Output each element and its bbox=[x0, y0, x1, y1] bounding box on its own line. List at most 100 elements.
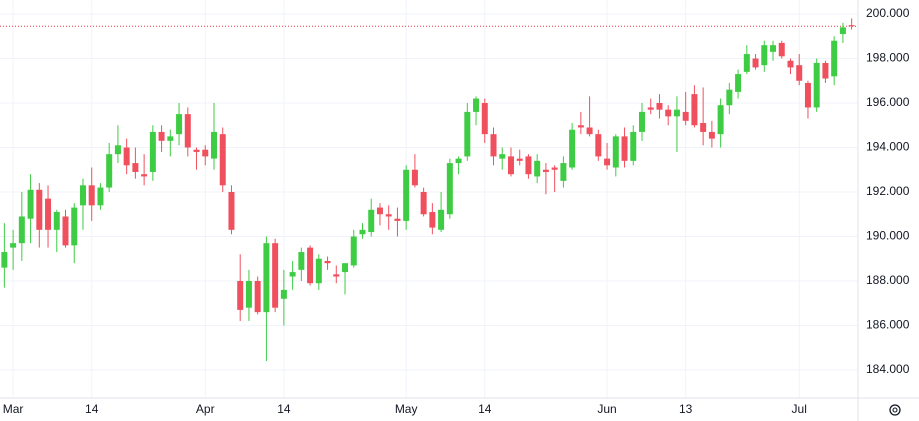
candle-body bbox=[298, 252, 305, 270]
candle-body bbox=[481, 103, 488, 135]
candle-body bbox=[743, 54, 750, 72]
candle-body bbox=[385, 214, 392, 217]
candle-body bbox=[761, 45, 768, 66]
candle-body bbox=[673, 109, 680, 117]
candle-body bbox=[586, 127, 593, 135]
candle-body bbox=[18, 216, 25, 244]
x-tick-label: Mar bbox=[3, 402, 24, 416]
candle-body bbox=[464, 111, 471, 157]
candle-body bbox=[254, 280, 261, 313]
candle-body bbox=[368, 209, 375, 233]
candle-body bbox=[438, 209, 445, 230]
candle-body bbox=[542, 169, 549, 172]
candle-body bbox=[71, 207, 78, 246]
candle-body bbox=[272, 243, 279, 308]
y-tick-label: 184.000 bbox=[866, 362, 910, 376]
candle-body bbox=[429, 212, 436, 228]
candle-body bbox=[656, 103, 663, 110]
candle-body bbox=[27, 189, 34, 219]
y-tick-label: 186.000 bbox=[866, 318, 910, 332]
candle-body bbox=[848, 25, 855, 27]
candle-body bbox=[691, 94, 698, 126]
y-tick-label: 198.000 bbox=[866, 51, 910, 65]
candle-body bbox=[630, 131, 637, 161]
candle-body bbox=[184, 114, 191, 148]
candle-body bbox=[141, 174, 148, 177]
candle-body bbox=[822, 62, 829, 79]
candle-body bbox=[621, 136, 628, 161]
candle-body bbox=[839, 27, 846, 35]
candle-body bbox=[10, 243, 17, 248]
candle-body bbox=[315, 258, 322, 284]
candle-body bbox=[735, 74, 742, 92]
candle-body bbox=[560, 163, 567, 181]
candle-body bbox=[752, 58, 759, 68]
settings-icon[interactable] bbox=[889, 404, 901, 416]
candle-body bbox=[612, 136, 619, 168]
candle-body bbox=[455, 158, 462, 164]
candle-body bbox=[1, 252, 8, 268]
x-tick-label: 14 bbox=[85, 402, 99, 416]
candle-body bbox=[726, 89, 733, 106]
candle-body bbox=[342, 263, 349, 273]
candle-body bbox=[132, 163, 139, 172]
candle-body bbox=[813, 62, 820, 108]
candle-body bbox=[473, 98, 480, 112]
candle-body bbox=[193, 149, 200, 152]
candle-body bbox=[149, 131, 156, 172]
candle-body bbox=[604, 158, 611, 166]
settings-button[interactable] bbox=[889, 404, 901, 416]
candle-body bbox=[787, 60, 794, 68]
candle-body bbox=[682, 111, 689, 121]
candle-body bbox=[665, 109, 672, 117]
candle-body bbox=[307, 247, 314, 284]
candle-body bbox=[639, 111, 645, 132]
y-tick-label: 190.000 bbox=[866, 229, 910, 243]
candle-body bbox=[394, 218, 401, 221]
candle-body bbox=[114, 145, 121, 155]
candle-body bbox=[280, 289, 287, 299]
candle-body bbox=[53, 212, 60, 230]
y-tick-label: 188.000 bbox=[866, 273, 910, 287]
candle-body bbox=[831, 40, 838, 77]
candle-body bbox=[577, 125, 584, 128]
candle-body bbox=[717, 105, 724, 135]
candle-body bbox=[376, 207, 383, 215]
candle-body bbox=[176, 114, 183, 135]
y-tick-label: 192.000 bbox=[866, 184, 910, 198]
candle-body bbox=[446, 163, 453, 215]
candle-body bbox=[595, 134, 602, 157]
candle-body bbox=[202, 149, 209, 157]
candle-body bbox=[534, 160, 541, 177]
x-tick-label: 14 bbox=[478, 402, 492, 416]
candle-body bbox=[219, 134, 226, 186]
candle-body bbox=[245, 280, 252, 308]
candle-body bbox=[569, 129, 576, 168]
candle-body bbox=[507, 156, 514, 175]
candle-body bbox=[708, 131, 715, 139]
candle-body bbox=[106, 154, 113, 188]
candle-body bbox=[237, 280, 244, 310]
candle-body bbox=[525, 156, 532, 175]
candle-body bbox=[796, 65, 803, 81]
candle-body bbox=[516, 158, 523, 161]
x-tick-label: Jul bbox=[792, 402, 807, 416]
candle-body bbox=[79, 185, 86, 206]
candle-body bbox=[804, 82, 811, 108]
candle-body bbox=[359, 229, 366, 235]
candle-body bbox=[97, 187, 104, 206]
x-tick-label: 14 bbox=[277, 402, 291, 416]
candle-body bbox=[211, 131, 217, 159]
candle-body bbox=[263, 243, 270, 313]
candle-body bbox=[350, 236, 357, 266]
candle-body bbox=[228, 191, 235, 230]
candle-body bbox=[88, 185, 95, 206]
y-tick-label: 196.000 bbox=[866, 95, 910, 109]
candle-body bbox=[62, 216, 69, 246]
candle-body bbox=[420, 191, 427, 215]
candle-body bbox=[324, 260, 331, 264]
candle-body bbox=[647, 107, 654, 110]
settings-icon-center[interactable] bbox=[892, 407, 898, 413]
